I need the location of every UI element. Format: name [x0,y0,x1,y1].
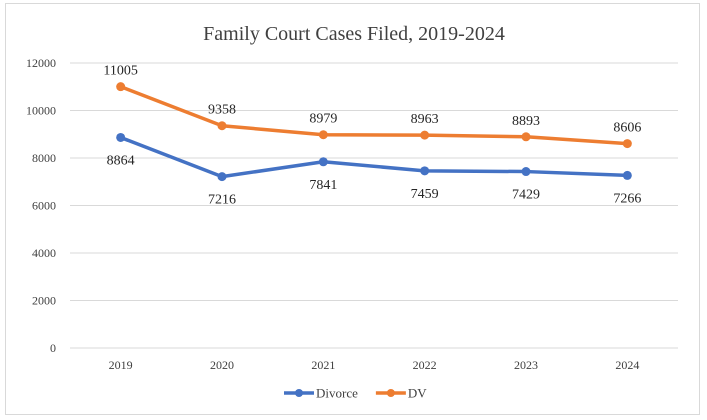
data-point-divorce [622,170,632,180]
data-labels: 8864 7216 7841 7459 7429 7266 11005 9358 8979 896… [103,64,641,208]
chart-frame [5,3,700,415]
data-point-divorce [116,132,126,142]
x-tick-label: 2022 [413,358,437,372]
data-point-dv [521,132,531,142]
y-tick-label: 0 [50,341,56,355]
y-tick-label: 8000 [32,151,56,165]
legend-marker-divorce [295,389,303,397]
y-tick-label: 2000 [32,294,56,308]
x-axis-ticks: 2019 2020 2021 2022 2023 2024 [109,358,640,372]
data-label-dv: 8893 [512,114,540,129]
data-label-dv: 11005 [103,64,137,79]
legend-label-dv: DV [408,386,427,401]
legend-marker-dv [386,389,395,397]
y-axis-ticks: 0 2000 4000 6000 8000 10000 12000 [26,56,56,355]
data-point-divorce [420,166,430,176]
series-line-dv [118,84,630,146]
legend-item-divorce: Divorce [284,386,358,401]
y-tick-label: 6000 [32,199,56,213]
data-label-divorce: 7459 [411,187,439,202]
data-point-divorce [217,172,227,182]
legend-item-dv: DV [375,386,427,401]
data-label-dv: 8963 [411,112,439,127]
x-tick-label: 2024 [615,358,639,372]
data-point-dv [622,139,632,149]
data-label-divorce: 7429 [512,188,540,203]
x-tick-label: 2021 [311,358,335,372]
data-point-dv [217,121,227,131]
data-label-dv: 9358 [208,103,236,118]
data-point-divorce [318,157,328,167]
legend: Divorce DV [284,386,427,401]
data-label-dv: 8979 [309,112,337,127]
data-point-dv [116,82,126,92]
data-label-divorce: 8864 [107,153,135,168]
gridlines [70,62,678,349]
chart-title: Family Court Cases Filed, 2019-2024 [203,23,505,45]
data-label-dv: 8606 [613,121,641,136]
legend-label-divorce: Divorce [316,386,358,401]
y-tick-label: 12000 [26,56,56,70]
data-point-dv [420,130,430,140]
data-label-divorce: 7216 [208,193,236,208]
series-line-divorce [118,135,630,179]
data-point-dv [318,130,328,140]
x-tick-label: 2019 [109,358,133,372]
y-tick-label: 10000 [26,104,56,118]
data-point-divorce [521,167,531,177]
x-tick-label: 2023 [514,358,538,372]
data-label-divorce: 7841 [309,178,337,193]
series-layer [116,82,632,182]
data-label-divorce: 7266 [613,191,641,206]
x-tick-label: 2020 [210,358,234,372]
y-tick-label: 4000 [32,246,56,260]
